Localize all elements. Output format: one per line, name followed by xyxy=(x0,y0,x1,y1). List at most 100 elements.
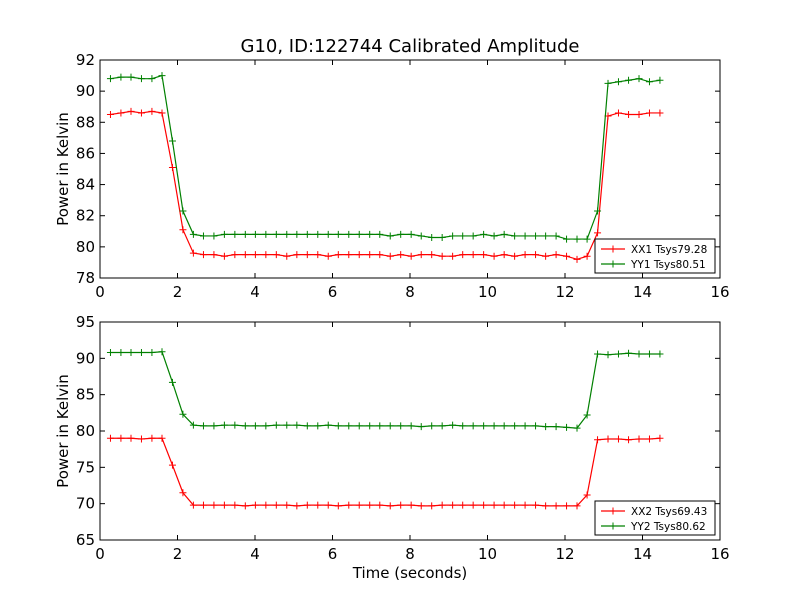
data-point-marker xyxy=(199,232,207,240)
x-tick-label: 12 xyxy=(555,283,574,301)
data-point-marker xyxy=(469,501,477,509)
data-point-marker xyxy=(417,232,425,240)
data-point-marker xyxy=(563,502,571,510)
data-point-marker xyxy=(480,230,488,238)
data-point-marker xyxy=(366,230,374,238)
data-point-marker xyxy=(428,234,436,242)
data-point-marker xyxy=(542,502,550,510)
data-point-marker xyxy=(407,422,415,430)
data-point-marker xyxy=(552,423,560,431)
x-tick-label: 4 xyxy=(250,283,260,301)
series-line-xx2 xyxy=(110,437,660,507)
legend-label: YY1 Tsys80.51 xyxy=(630,259,706,271)
top-panel: 0 2 4 6 8 10 12 14 16 78 80 82 84 86 88 90 92 Power in Ke… xyxy=(54,51,730,301)
bottom-panel: 0 2 4 6 8 10 12 14 16 65 70 75 80 85 90 95 Power in Kelv… xyxy=(54,313,730,582)
data-point-marker xyxy=(480,501,488,509)
data-point-marker xyxy=(158,109,166,117)
data-point-marker xyxy=(532,251,540,259)
data-point-marker xyxy=(231,251,239,259)
data-point-marker xyxy=(438,501,446,509)
data-point-marker xyxy=(220,501,228,509)
series-line-yy2 xyxy=(110,351,660,429)
data-point-marker xyxy=(117,434,125,442)
data-point-marker xyxy=(449,501,457,509)
data-point-marker xyxy=(469,232,477,240)
data-point-marker xyxy=(594,350,602,358)
data-point-marker xyxy=(324,501,332,509)
data-point-marker xyxy=(272,501,280,509)
y-tick-label: 80 xyxy=(76,238,95,256)
data-point-marker xyxy=(262,501,270,509)
data-point-marker xyxy=(283,421,291,429)
data-point-marker xyxy=(459,501,467,509)
data-point-marker xyxy=(366,251,374,259)
data-point-marker xyxy=(251,422,259,430)
x-tick-label: 6 xyxy=(328,283,338,301)
y-tick-label: 90 xyxy=(76,82,95,100)
legend-marker xyxy=(609,507,617,515)
data-point-marker xyxy=(459,232,467,240)
data-point-marker xyxy=(552,251,560,259)
data-point-marker xyxy=(366,501,374,509)
data-point-marker xyxy=(293,421,301,429)
data-point-marker xyxy=(345,230,353,238)
data-point-marker xyxy=(417,502,425,510)
data-point-marker xyxy=(552,502,560,510)
data-point-marker xyxy=(210,422,218,430)
data-point-marker xyxy=(210,251,218,259)
data-point-marker xyxy=(251,501,259,509)
data-point-marker xyxy=(334,502,342,510)
data-point-marker xyxy=(262,422,270,430)
y-tick-label: 82 xyxy=(76,207,95,225)
data-point-marker xyxy=(656,434,664,442)
data-point-marker xyxy=(645,109,653,117)
x-tick-label: 2 xyxy=(173,283,183,301)
data-point-marker xyxy=(604,79,612,87)
data-point-marker xyxy=(594,436,602,444)
data-point-marker xyxy=(189,501,197,509)
legend-label: XX2 Tsys69.43 xyxy=(631,506,707,518)
data-point-marker xyxy=(199,422,207,430)
data-point-marker xyxy=(459,251,467,259)
data-point-marker xyxy=(220,230,228,238)
data-point-marker xyxy=(241,502,249,510)
y-tick-label: 65 xyxy=(76,531,95,549)
data-point-marker xyxy=(645,435,653,443)
data-point-marker xyxy=(469,422,477,430)
legend-box xyxy=(594,238,716,274)
data-point-marker xyxy=(614,109,622,117)
data-point-marker xyxy=(532,232,540,240)
y-tick-label: 88 xyxy=(76,113,95,131)
data-point-marker xyxy=(511,232,519,240)
data-point-marker xyxy=(459,422,467,430)
data-point-marker xyxy=(324,252,332,260)
data-point-marker xyxy=(283,501,291,509)
data-point-marker xyxy=(220,421,228,429)
legend-box xyxy=(594,500,716,536)
data-point-marker xyxy=(407,501,415,509)
data-point-marker xyxy=(189,421,197,429)
data-point-marker xyxy=(376,230,384,238)
data-point-marker xyxy=(449,232,457,240)
data-point-marker xyxy=(231,421,239,429)
data-point-marker xyxy=(148,107,156,115)
legend-marker xyxy=(609,245,617,253)
data-point-marker xyxy=(345,501,353,509)
data-point-marker xyxy=(137,435,145,443)
data-point-marker xyxy=(262,230,270,238)
data-point-marker xyxy=(314,230,322,238)
data-point-marker xyxy=(490,252,498,260)
data-point-marker xyxy=(106,349,114,357)
data-point-marker xyxy=(220,252,228,260)
data-point-marker xyxy=(272,251,280,259)
data-point-marker xyxy=(521,501,529,509)
data-point-marker xyxy=(355,422,363,430)
data-point-marker xyxy=(532,422,540,430)
data-point-marker xyxy=(573,255,581,263)
data-point-marker xyxy=(293,230,301,238)
data-point-marker xyxy=(314,422,322,430)
data-point-marker xyxy=(490,232,498,240)
data-point-marker xyxy=(542,252,550,260)
data-point-marker xyxy=(563,235,571,243)
data-point-marker xyxy=(563,423,571,431)
